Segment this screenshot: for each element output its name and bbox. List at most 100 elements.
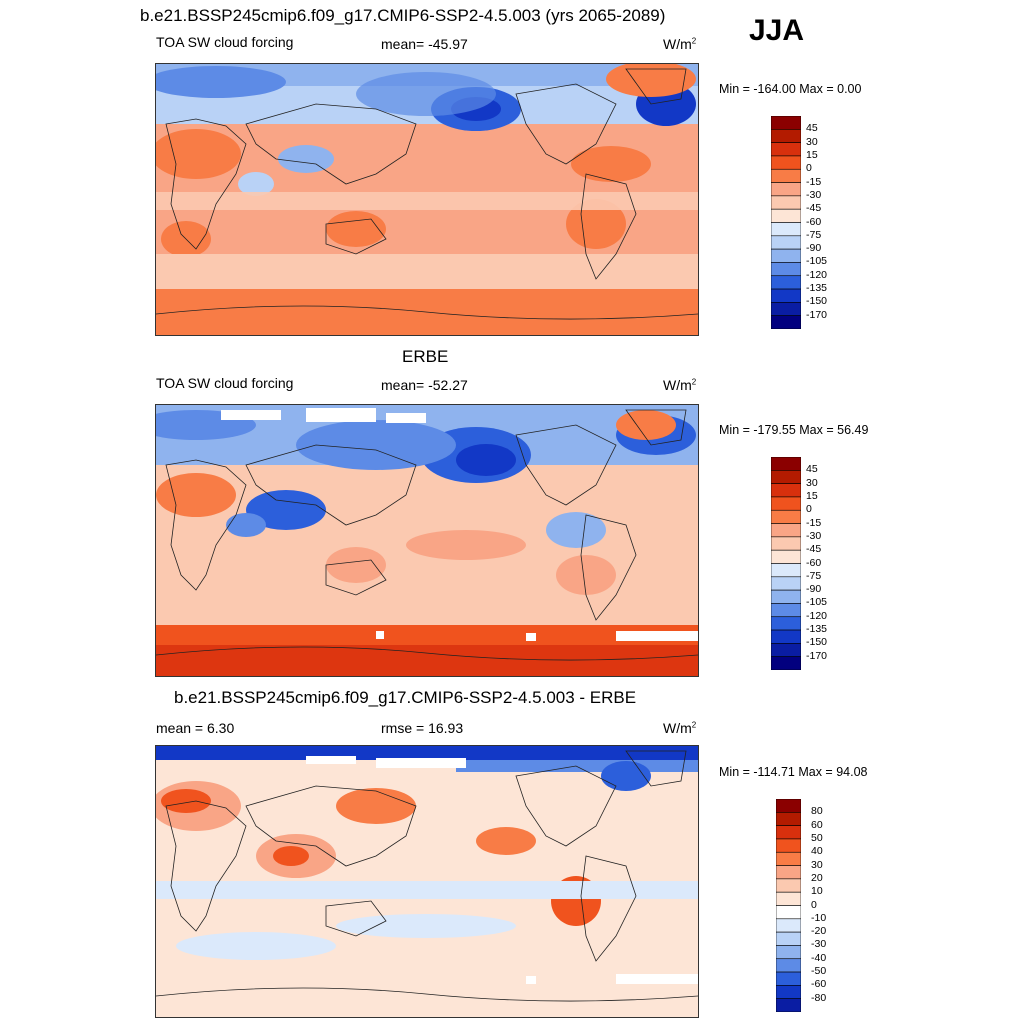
colorbar-swatch (771, 222, 801, 237)
panel3-colorbar-labels: 80 60 50 40 30 20 10 0 -10 -20 -30 -40 -50 -60 -80 (811, 799, 851, 1012)
panel1-minmax: Min = -164.00 Max = 0.00 (719, 82, 862, 96)
colorbar-swatch (776, 958, 801, 973)
colorbar-swatch (771, 155, 801, 170)
colorbar-swatch (771, 457, 801, 471)
colorbar-tick-label: -40 (811, 951, 827, 964)
panel3-mean-label: mean = 6.30 (156, 720, 235, 736)
panel2-variable-label: TOA SW cloud forcing (156, 375, 294, 391)
panel2-mean-label: mean= -52.27 (381, 377, 468, 393)
colorbar-tick-label: 30 (806, 135, 818, 148)
panel2-title: ERBE (402, 347, 449, 366)
colorbar-swatch (776, 825, 801, 840)
colorbar-swatch (776, 905, 801, 920)
colorbar-swatch (776, 971, 801, 986)
panel3-map (155, 745, 699, 1018)
colorbar-swatch (776, 891, 801, 906)
colorbar-tick-label: -135 (806, 623, 828, 636)
panel3-rmse-label: rmse = 16.93 (381, 720, 464, 736)
colorbar-tick-label: -90 (806, 242, 822, 255)
colorbar-tick-label: 50 (811, 831, 823, 844)
colorbar-tick-label: 45 (806, 122, 818, 135)
colorbar-tick-label: -60 (811, 978, 827, 991)
colorbar-swatch (776, 812, 801, 826)
colorbar-tick-label: -30 (811, 938, 827, 951)
panel2-colorbar-labels: 45 30 15 0 -15 -30 -45 -60 -75 -90 -105 -120 -135 -15… (806, 457, 846, 670)
colorbar-swatch (771, 470, 801, 484)
colorbar-tick-label: 80 (811, 805, 823, 818)
colorbar-swatch (776, 945, 801, 960)
panel2-colorbar (771, 457, 801, 670)
colorbar-tick-label: -135 (806, 282, 828, 295)
panel3-units: W/m2 (663, 720, 697, 736)
colorbar-tick-label: -80 (811, 991, 827, 1004)
colorbar-tick-label: 60 (811, 818, 823, 831)
colorbar-tick-label: -105 (806, 255, 828, 268)
panel2-map (155, 404, 699, 677)
colorbar-swatch (776, 799, 801, 813)
season-label: JJA (749, 14, 805, 47)
colorbar-swatch (771, 235, 801, 250)
colorbar-tick-label: -30 (806, 188, 822, 201)
colorbar-swatch (771, 576, 801, 591)
colorbar-swatch (771, 616, 801, 631)
colorbar-swatch (771, 288, 801, 303)
colorbar-tick-label: -150 (806, 636, 828, 649)
colorbar-swatch (771, 603, 801, 618)
colorbar-swatch (776, 985, 801, 999)
colorbar-tick-label: -20 (811, 925, 827, 938)
panel1-title: b.e21.BSSP245cmip6.f09_g17.CMIP6-SSP2-4.… (140, 6, 666, 25)
colorbar-tick-label: 45 (806, 463, 818, 476)
colorbar-tick-label: 40 (811, 845, 823, 858)
colorbar-swatch (771, 182, 801, 197)
panel1-colorbar-labels: 45 30 15 0 -15 -30 -45 -60 -75 -90 -105 -120 -135 -15… (806, 116, 846, 329)
colorbar-tick-label: -150 (806, 295, 828, 308)
colorbar-swatch (771, 275, 801, 290)
panel3-map-field (156, 746, 698, 1017)
panel1-colorbar (771, 116, 801, 329)
colorbar-tick-label: -75 (806, 228, 822, 241)
colorbar-swatch (771, 563, 801, 578)
colorbar-swatch (771, 629, 801, 644)
colorbar-tick-label: 0 (811, 898, 817, 911)
colorbar-tick-label: -170 (806, 649, 828, 662)
colorbar-tick-label: -15 (806, 175, 822, 188)
colorbar-tick-label: -30 (806, 529, 822, 542)
colorbar-tick-label: 0 (806, 162, 812, 175)
colorbar-swatch (771, 142, 801, 157)
colorbar-tick-label: -10 (811, 911, 827, 924)
colorbar-swatch (776, 918, 801, 933)
panel2-minmax: Min = -179.55 Max = 56.49 (719, 423, 869, 437)
colorbar-swatch (771, 483, 801, 498)
colorbar-swatch (771, 315, 801, 329)
colorbar-tick-label: 30 (806, 476, 818, 489)
colorbar-swatch (771, 248, 801, 263)
colorbar-swatch (771, 208, 801, 223)
colorbar-swatch (771, 589, 801, 604)
colorbar-swatch (771, 656, 801, 670)
colorbar-tick-label: 0 (806, 503, 812, 516)
colorbar-swatch (771, 168, 801, 183)
colorbar-swatch (776, 851, 801, 866)
colorbar-tick-label: 15 (806, 148, 818, 161)
colorbar-tick-label: -120 (806, 609, 828, 622)
colorbar-swatch (771, 129, 801, 143)
colorbar-tick-label: -75 (806, 569, 822, 582)
colorbar-tick-label: -105 (806, 596, 828, 609)
colorbar-swatch (771, 549, 801, 564)
colorbar-swatch (776, 838, 801, 853)
colorbar-swatch (776, 931, 801, 946)
colorbar-tick-label: -45 (806, 543, 822, 556)
panel1-map (155, 63, 699, 336)
panel1-map-field (156, 64, 698, 335)
colorbar-swatch (771, 116, 801, 130)
colorbar-tick-label: -50 (811, 965, 827, 978)
panel3-minmax: Min = -114.71 Max = 94.08 (719, 765, 868, 779)
panel1-units: W/m2 (663, 36, 697, 52)
colorbar-swatch (771, 509, 801, 524)
colorbar-tick-label: -170 (806, 308, 828, 321)
colorbar-tick-label: 30 (811, 858, 823, 871)
colorbar-tick-label: -60 (806, 215, 822, 228)
colorbar-tick-label: 15 (806, 489, 818, 502)
colorbar-swatch (776, 865, 801, 880)
panel3-colorbar (776, 799, 801, 1012)
